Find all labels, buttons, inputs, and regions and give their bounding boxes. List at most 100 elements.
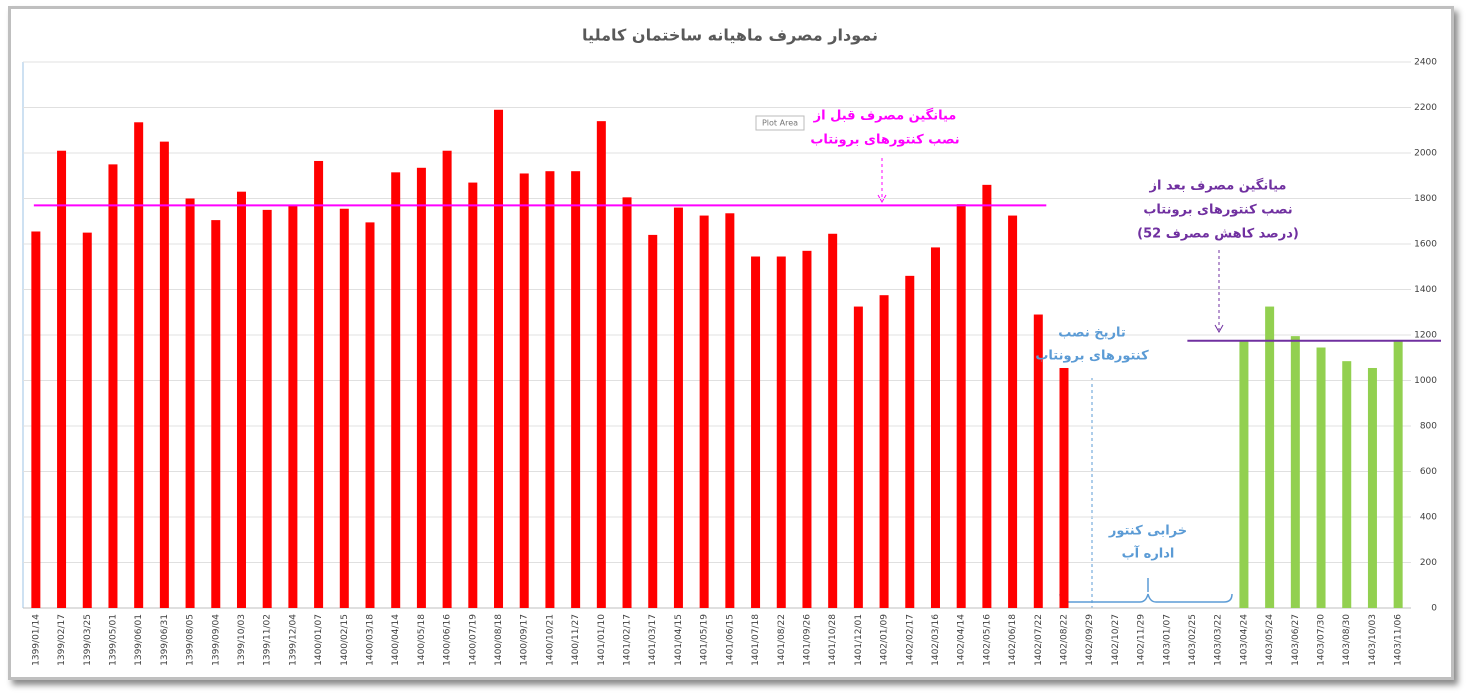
bar <box>725 213 735 608</box>
bar <box>416 167 426 608</box>
bar <box>262 209 272 608</box>
annotation: میانگین مصرف قبل از <box>813 108 957 124</box>
x-tick-label: 1401/03/17 <box>648 614 658 666</box>
annotation: میانگین مصرف بعد از <box>1149 178 1287 194</box>
bar <box>1033 314 1043 608</box>
tooltip-box <box>755 115 805 131</box>
x-tick-label: 1400/10/21 <box>545 614 555 666</box>
bar <box>82 232 92 608</box>
x-tick-label: 1400/08/18 <box>494 614 504 666</box>
bar <box>185 198 195 608</box>
bar <box>622 197 632 609</box>
y-tick-label: 400 <box>1420 513 1437 523</box>
x-tick-label: 1403/02/25 <box>1188 614 1198 666</box>
bar <box>236 191 246 609</box>
x-tick-label: 1403/07/30 <box>1317 614 1327 666</box>
x-tick-label: 1400/11/27 <box>571 614 581 666</box>
x-tick-label: 1401/07/18 <box>751 614 761 666</box>
x-tick-label: 1402/03/16 <box>931 614 941 666</box>
bar <box>853 306 863 608</box>
x-tick-label: 1402/02/17 <box>905 614 915 666</box>
bar <box>956 204 966 608</box>
bar <box>982 184 992 608</box>
y-tick-label: 2200 <box>1414 103 1437 113</box>
x-tick-label: 1399/06/31 <box>160 614 170 666</box>
x-tick-label: 1402/06/18 <box>1008 614 1018 666</box>
y-tick-label: 1800 <box>1414 194 1437 204</box>
bar <box>159 141 169 608</box>
x-tick-label: 1403/04/24 <box>1239 614 1249 666</box>
x-tick-label: 1400/01/07 <box>314 614 324 666</box>
bar <box>468 182 478 608</box>
x-tick-label: 1402/05/16 <box>982 614 992 666</box>
bar <box>1342 361 1352 608</box>
bar <box>905 275 915 608</box>
x-tick-label: 1401/06/15 <box>725 614 735 666</box>
x-tick-label: 1400/09/17 <box>520 614 530 666</box>
x-tick-label: 1399/10/03 <box>237 614 247 666</box>
x-tick-label: 1401/01/10 <box>597 614 607 666</box>
bar <box>442 150 452 608</box>
x-tick-label: 1400/05/18 <box>417 614 427 666</box>
x-tick-label: 1402/07/22 <box>1034 614 1044 666</box>
x-tick-label: 1399/11/02 <box>263 614 273 666</box>
y-tick-label: 600 <box>1420 467 1437 477</box>
bar <box>339 208 349 609</box>
annotation: (52 درصد کاهش مصرف) <box>1137 227 1299 242</box>
x-tick-label: 1402/01/09 <box>880 614 890 666</box>
x-tick-label: 1400/04/14 <box>391 614 401 666</box>
x-tick-label: 1401/09/26 <box>802 614 812 666</box>
y-tick-label: 1000 <box>1414 376 1437 386</box>
brace <box>1059 593 1233 603</box>
annotation: نصب کنتورهای برونتاب <box>810 133 959 148</box>
bar <box>699 215 709 608</box>
x-tick-label: 1401/08/22 <box>777 614 787 666</box>
bar <box>31 231 41 609</box>
y-tick-label: 1600 <box>1414 240 1437 250</box>
x-tick-label: 1402/09/29 <box>1085 614 1095 666</box>
y-tick-label: 1200 <box>1414 331 1437 341</box>
bar <box>1008 215 1018 608</box>
x-tick-label: 1401/05/19 <box>700 614 710 666</box>
bar <box>1393 340 1403 608</box>
bar <box>571 171 581 608</box>
bar <box>673 207 683 608</box>
x-tick-label: 1403/11/06 <box>1394 614 1404 666</box>
y-tick-label: 2400 <box>1414 58 1437 68</box>
x-tick-label: 1399/05/01 <box>108 614 118 666</box>
bar <box>930 247 940 608</box>
bar <box>494 109 504 609</box>
annotation: کنتورهای برونتاب <box>1035 349 1149 364</box>
bar <box>751 256 761 608</box>
x-tick-label: 1399/02/17 <box>57 614 67 666</box>
x-tick-label: 1403/03/22 <box>1214 614 1224 666</box>
x-tick-label: 1402/08/22 <box>1060 614 1070 666</box>
x-tick-label: 1403/01/07 <box>1162 614 1172 666</box>
x-tick-label: 1399/09/04 <box>211 614 221 666</box>
bar <box>596 121 606 609</box>
x-tick-label: 1402/04/14 <box>957 614 967 666</box>
bar <box>211 220 221 609</box>
x-tick-label: 1401/02/17 <box>623 614 633 666</box>
bar <box>57 150 67 608</box>
bar <box>1367 367 1377 608</box>
bar <box>1316 347 1326 608</box>
y-tick-label: 0 <box>1431 604 1437 614</box>
x-tick-label: 1400/02/15 <box>340 614 350 666</box>
bar <box>879 295 889 608</box>
bar <box>1290 336 1300 608</box>
annotation: اداره آب <box>1122 545 1175 562</box>
bar <box>828 233 838 608</box>
x-tick-label: 1399/08/05 <box>186 614 196 666</box>
x-tick-label: 1399/03/25 <box>83 614 93 666</box>
y-tick-label: 2000 <box>1414 149 1437 159</box>
x-tick-label: 1400/03/18 <box>366 614 376 666</box>
bar <box>1059 367 1069 608</box>
x-tick-label: 1400/06/16 <box>443 614 453 666</box>
y-tick-label: 1400 <box>1414 285 1437 295</box>
bar <box>1265 306 1275 608</box>
bar <box>648 234 658 608</box>
bar <box>802 250 812 608</box>
